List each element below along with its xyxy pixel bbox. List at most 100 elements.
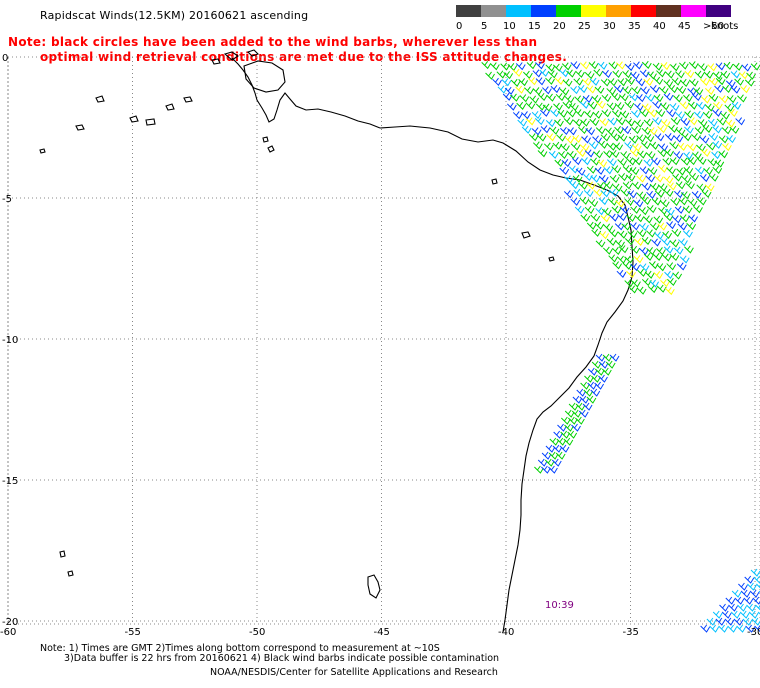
- wind-barb: [559, 69, 570, 78]
- wind-barb: [547, 70, 558, 79]
- wind-barb: [630, 205, 641, 214]
- wind-barb: [601, 109, 612, 118]
- legend-swatch: [581, 5, 606, 17]
- wind-barb: [588, 141, 599, 150]
- wind-barb: [676, 167, 686, 176]
- wind-barb: [643, 77, 654, 87]
- wind-barb: [568, 402, 579, 411]
- wind-barb: [564, 409, 575, 418]
- wind-barb: [500, 62, 511, 71]
- wind-barb: [688, 61, 699, 70]
- wind-barb: [649, 279, 660, 288]
- wind-barb: [672, 271, 683, 280]
- wind-barb: [671, 77, 682, 86]
- wind-barb: [599, 118, 609, 127]
- wind-barb: [739, 610, 750, 619]
- wind-barb: [599, 231, 610, 240]
- wind-barb: [575, 167, 586, 176]
- wind-barb: [585, 127, 596, 136]
- wind-barb: [605, 360, 616, 369]
- wind-barb: [602, 353, 613, 362]
- wind-barb: [639, 222, 649, 231]
- wind-barb: [724, 617, 735, 626]
- wind-barb: [621, 222, 632, 231]
- wind-barb: [581, 77, 592, 86]
- wind-barb: [617, 255, 627, 264]
- wind-barb: [680, 191, 691, 200]
- wind-barb: [579, 61, 590, 70]
- longitude-label: -60: [0, 627, 16, 638]
- wind-barb: [600, 214, 611, 223]
- wind-barb: [663, 245, 674, 254]
- wind-barb: [636, 286, 647, 295]
- wind-barb: [718, 150, 729, 159]
- wind-barb: [664, 207, 675, 216]
- wind-barb: [609, 188, 619, 197]
- wind-barb: [563, 437, 574, 446]
- wind-barb: [664, 70, 675, 79]
- wind-barb: [669, 157, 680, 166]
- wind-barb: [737, 603, 747, 612]
- wind-barb: [634, 214, 645, 223]
- wind-barb: [564, 423, 574, 432]
- wind-barb: [669, 103, 680, 112]
- wind-barb: [563, 117, 574, 126]
- wind-barb: [577, 84, 588, 94]
- wind-barb: [588, 61, 599, 70]
- legend-label: 30: [603, 21, 616, 32]
- legend-label: 15: [528, 21, 541, 32]
- wind-barb: [586, 221, 597, 230]
- wind-barb: [609, 353, 620, 362]
- wind-barb: [591, 95, 602, 104]
- wind-barb: [625, 76, 636, 85]
- wind-barb: [654, 231, 664, 240]
- wind-barb: [653, 174, 664, 183]
- amazon-delta-coast: [231, 57, 381, 129]
- wind-barb: [699, 173, 710, 183]
- latitude-label: -15: [2, 476, 18, 487]
- wind-barb: [521, 125, 532, 134]
- legend-label: 5: [481, 21, 488, 32]
- wind-barb: [560, 126, 570, 136]
- wind-barb: [676, 262, 687, 271]
- wind-barb: [622, 261, 633, 270]
- wind-barb: [633, 199, 644, 208]
- wind-barb: [541, 451, 552, 460]
- wind-barb: [564, 135, 575, 144]
- wind-barb: [563, 190, 574, 199]
- wind-barb: [615, 199, 626, 208]
- wind-barb: [734, 77, 745, 86]
- wind-barb: [712, 101, 723, 110]
- wind-barb: [645, 174, 656, 183]
- wind-barb: [634, 237, 645, 246]
- wind-barb: [554, 158, 565, 167]
- wind-barb: [588, 199, 599, 208]
- wind-barb: [669, 239, 680, 248]
- wind-barb: [567, 430, 578, 439]
- wind-barb: [574, 109, 585, 118]
- wind-barb: [621, 86, 632, 95]
- wind-barb: [695, 101, 706, 110]
- wind-barb: [616, 61, 626, 70]
- wind-barb: [610, 133, 621, 142]
- wind-barb: [574, 205, 585, 214]
- wind-barb: [540, 108, 550, 117]
- wind-barb: [673, 151, 684, 160]
- wind-barb: [678, 197, 688, 206]
- wind-barb: [715, 77, 726, 86]
- wind-barb: [631, 86, 641, 95]
- wind-barb: [697, 63, 708, 72]
- wind-barb: [657, 222, 668, 231]
- wind-barb: [586, 395, 597, 404]
- wind-barb: [657, 183, 668, 192]
- wind-barb: [666, 221, 677, 230]
- wind-barb: [643, 252, 654, 261]
- wind-barb: [570, 61, 581, 70]
- wind-barb: [688, 214, 699, 223]
- wind-barb: [515, 62, 526, 71]
- wind-barb: [677, 142, 688, 151]
- wind-barb: [578, 125, 588, 135]
- wind-barb: [696, 156, 707, 165]
- wind-barb: [740, 85, 751, 94]
- wind-barb: [596, 100, 606, 109]
